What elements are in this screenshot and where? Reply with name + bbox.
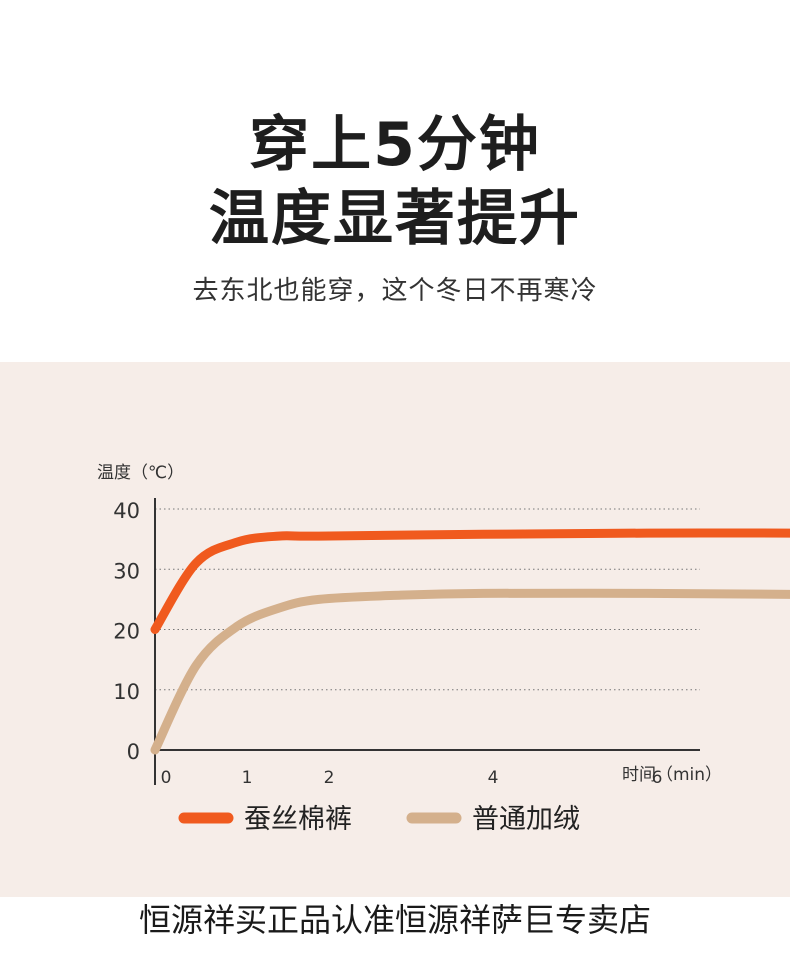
x-tick-label: 0: [161, 768, 172, 788]
x-tick-label: 1: [242, 768, 253, 788]
y-axis-title: 温度（℃）: [97, 463, 184, 483]
x-tick-label: 6: [652, 768, 663, 788]
header-section: 穿上5分钟 温度显著提升 去东北也能穿，这个冬日不再寒冷: [0, 0, 790, 362]
series-line-1: [150, 528, 790, 634]
series-line-2: [150, 588, 790, 755]
legend-label-2: 普通加绒: [472, 804, 580, 835]
y-tick-label: 20: [113, 620, 140, 644]
y-tick-label: 30: [113, 559, 140, 583]
y-tick-label: 0: [127, 740, 140, 764]
x-tick-label: 4: [488, 768, 499, 788]
subtitle: 去东北也能穿，这个冬日不再寒冷: [192, 276, 598, 306]
y-tick-label: 10: [113, 680, 140, 704]
headline-line-2: 温度显著提升: [209, 184, 581, 254]
headline-line-1: 穿上5分钟: [249, 110, 541, 180]
x-tick-label: 2: [324, 768, 335, 788]
store-footer-text: 恒源祥买正品认准恒源祥萨巨专卖店: [0, 897, 790, 954]
chart-panel: [0, 362, 790, 954]
y-tick-label: 40: [113, 499, 140, 523]
legend-label-1: 蚕丝棉裤: [244, 804, 352, 835]
x-axis-title: 时间（min）: [622, 765, 722, 785]
